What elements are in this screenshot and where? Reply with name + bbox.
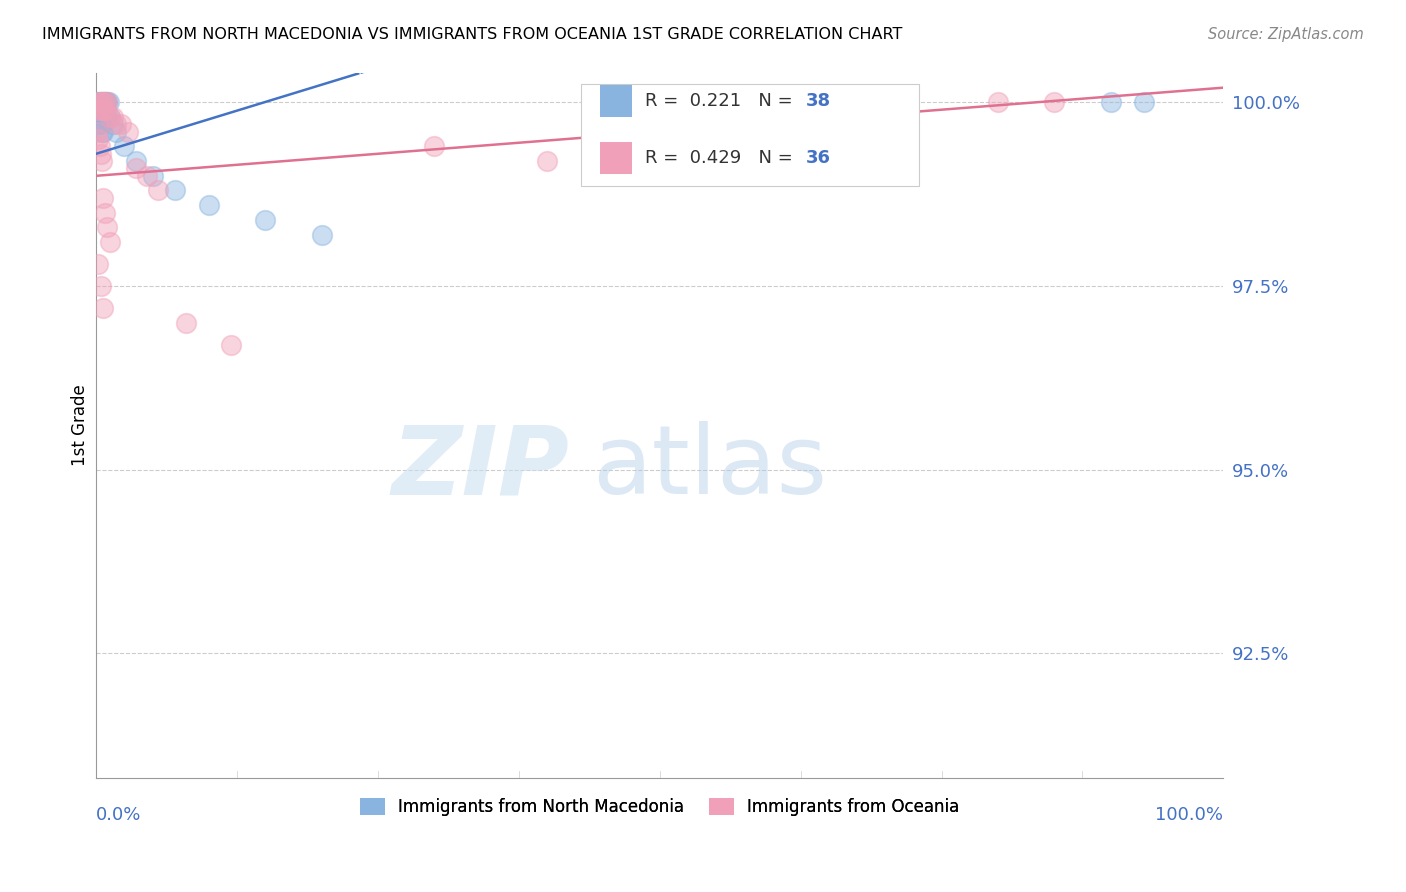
FancyBboxPatch shape: [600, 85, 631, 117]
Point: [96, 95, 118, 110]
Point: [90, 95, 112, 110]
Point: [93, 103, 115, 117]
Y-axis label: 1st Grade: 1st Grade: [72, 384, 89, 467]
Legend: Immigrants from North Macedonia, Immigrants from Oceania: Immigrants from North Macedonia, Immigra…: [353, 791, 966, 822]
Point: [91, 95, 114, 110]
Point: [112, 139, 135, 153]
Point: [101, 117, 124, 131]
Point: [89, 139, 111, 153]
Point: [87, 257, 110, 271]
Point: [87, 95, 110, 110]
Point: [536, 154, 558, 169]
Point: [94, 95, 117, 110]
Text: 36: 36: [806, 149, 831, 167]
Point: [105, 117, 128, 131]
Point: [90, 95, 112, 110]
Text: Source: ZipAtlas.com: Source: ZipAtlas.com: [1208, 27, 1364, 42]
Point: [91, 301, 114, 315]
Point: [90, 146, 112, 161]
Point: [221, 337, 243, 351]
Point: [86, 117, 108, 131]
Point: [198, 198, 221, 212]
Point: [94, 110, 117, 124]
Text: R =  0.221   N =: R = 0.221 N =: [645, 92, 799, 110]
Point: [124, 161, 146, 176]
Point: [94, 205, 117, 219]
Text: ZIP: ZIP: [392, 421, 569, 515]
Point: [135, 169, 157, 183]
Point: [1043, 95, 1066, 110]
Text: R =  0.429   N =: R = 0.429 N =: [645, 149, 799, 167]
Point: [86, 103, 108, 117]
Point: [96, 95, 118, 110]
Point: [93, 95, 115, 110]
Point: [87, 132, 110, 146]
Point: [86, 125, 108, 139]
Point: [1133, 95, 1156, 110]
Point: [90, 279, 112, 293]
Point: [87, 103, 110, 117]
Point: [98, 110, 121, 124]
Point: [89, 117, 111, 131]
Point: [97, 95, 120, 110]
Point: [98, 235, 121, 249]
Point: [146, 184, 169, 198]
Point: [110, 117, 132, 131]
Point: [91, 95, 114, 110]
Point: [89, 103, 111, 117]
Point: [105, 125, 128, 139]
Point: [86, 103, 108, 117]
Point: [90, 95, 112, 110]
Point: [141, 169, 163, 183]
Point: [117, 125, 139, 139]
Point: [311, 227, 333, 242]
FancyBboxPatch shape: [581, 84, 920, 186]
Point: [91, 191, 114, 205]
FancyBboxPatch shape: [600, 142, 631, 174]
Point: [96, 110, 118, 124]
Point: [90, 103, 112, 117]
Text: atlas: atlas: [592, 421, 827, 515]
Point: [90, 103, 112, 117]
Point: [94, 95, 117, 110]
Point: [1099, 95, 1122, 110]
Text: 38: 38: [806, 92, 831, 110]
Point: [96, 103, 118, 117]
Point: [90, 117, 112, 131]
Point: [91, 125, 114, 139]
Point: [96, 220, 118, 235]
Point: [987, 95, 1010, 110]
Point: [91, 103, 114, 117]
Text: 100.0%: 100.0%: [1156, 806, 1223, 824]
Point: [90, 103, 112, 117]
Point: [90, 154, 112, 169]
Text: IMMIGRANTS FROM NORTH MACEDONIA VS IMMIGRANTS FROM OCEANIA 1ST GRADE CORRELATION: IMMIGRANTS FROM NORTH MACEDONIA VS IMMIG…: [42, 27, 903, 42]
Point: [96, 110, 118, 124]
Point: [93, 103, 115, 117]
Point: [101, 110, 124, 124]
Point: [423, 139, 446, 153]
Point: [96, 95, 118, 110]
Point: [124, 154, 146, 169]
Point: [89, 95, 111, 110]
Point: [89, 103, 111, 117]
Point: [87, 95, 110, 110]
Point: [98, 110, 121, 124]
Text: 0.0%: 0.0%: [96, 806, 142, 824]
Point: [90, 125, 112, 139]
Point: [176, 316, 198, 330]
Point: [87, 117, 110, 131]
Point: [254, 212, 277, 227]
Point: [165, 184, 187, 198]
